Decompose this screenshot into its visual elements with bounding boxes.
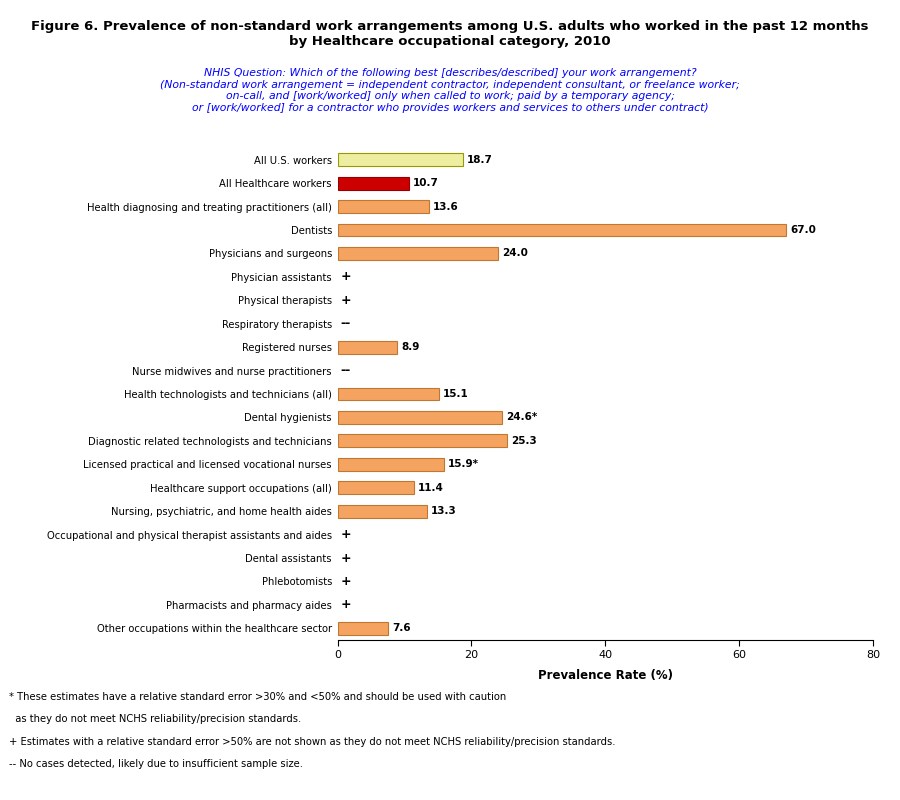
Text: * These estimates have a relative standard error >30% and <50% and should be use: * These estimates have a relative standa…	[9, 692, 506, 702]
Text: +: +	[340, 575, 351, 588]
Bar	[338, 341, 397, 354]
Text: +: +	[340, 294, 351, 306]
Text: +: +	[340, 598, 351, 611]
Text: 24.6*: 24.6*	[506, 413, 537, 422]
Text: +: +	[340, 528, 351, 541]
Text: 8.9: 8.9	[401, 342, 419, 352]
Text: 15.9*: 15.9*	[448, 459, 479, 470]
Bar	[338, 247, 499, 260]
Bar	[338, 177, 410, 190]
Text: as they do not meet NCHS reliability/precision standards.: as they do not meet NCHS reliability/pre…	[9, 714, 302, 725]
Text: 67.0: 67.0	[790, 225, 816, 235]
Text: 13.3: 13.3	[430, 506, 456, 516]
Bar	[338, 434, 507, 447]
Bar	[338, 482, 414, 494]
Text: +: +	[340, 270, 351, 283]
X-axis label: Prevalence Rate (%): Prevalence Rate (%)	[538, 669, 673, 682]
Bar	[338, 200, 428, 213]
Bar	[338, 154, 463, 166]
Text: 15.1: 15.1	[443, 389, 468, 399]
Text: --: --	[340, 364, 350, 377]
Text: Figure 6. Prevalence of non-standard work arrangements among U.S. adults who wor: Figure 6. Prevalence of non-standard wor…	[32, 20, 868, 48]
Text: 25.3: 25.3	[511, 436, 536, 446]
Text: -- No cases detected, likely due to insufficient sample size.: -- No cases detected, likely due to insu…	[9, 759, 303, 770]
Text: 13.6: 13.6	[433, 202, 458, 211]
Text: 10.7: 10.7	[413, 178, 439, 188]
Bar	[338, 223, 786, 237]
Text: +: +	[340, 551, 351, 565]
Bar	[338, 458, 444, 470]
Text: + Estimates with a relative standard error >50% are not shown as they do not mee: + Estimates with a relative standard err…	[9, 737, 616, 747]
Text: 18.7: 18.7	[467, 154, 492, 165]
Bar	[338, 411, 502, 424]
Text: 24.0: 24.0	[502, 249, 528, 258]
Text: 7.6: 7.6	[392, 623, 411, 634]
Bar	[338, 622, 389, 634]
Bar	[338, 505, 427, 518]
Bar	[338, 387, 438, 401]
Text: 11.4: 11.4	[418, 482, 444, 493]
Text: NHIS Question: Which of the following best [describes/described] your work arran: NHIS Question: Which of the following be…	[160, 68, 740, 113]
Text: --: --	[340, 318, 350, 330]
